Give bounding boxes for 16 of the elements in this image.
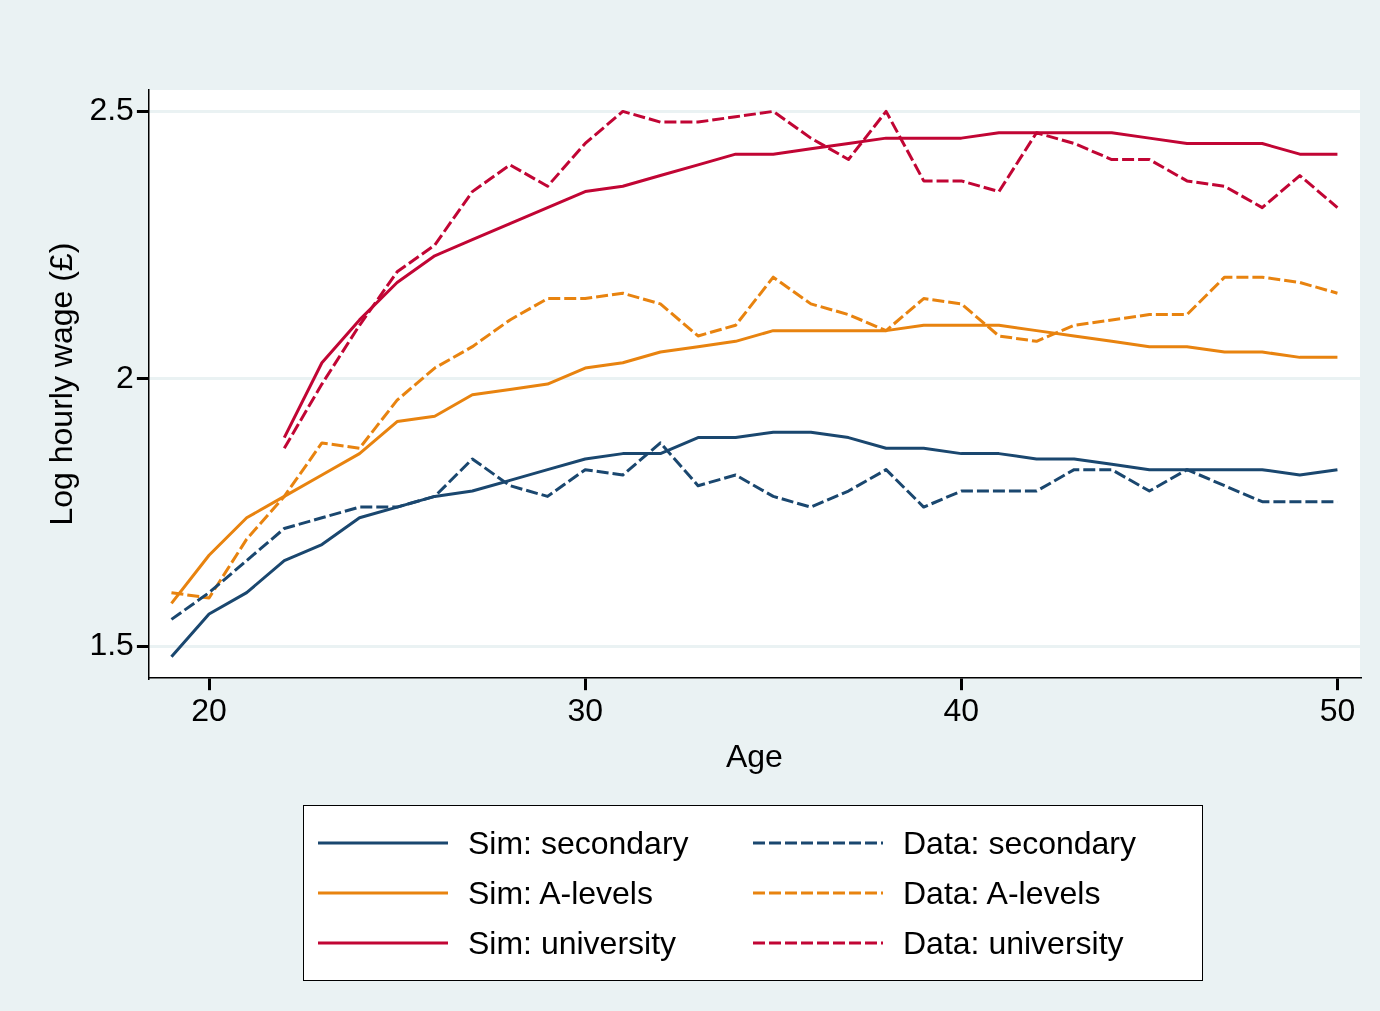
legend-label: Sim: secondary (468, 824, 689, 862)
y-tick-label: 1.5 (89, 625, 134, 662)
x-axis-title: Age (725, 737, 783, 774)
x-tick-label: 40 (943, 692, 980, 729)
legend-label: Data: secondary (903, 824, 1137, 862)
y-tick-label: 2 (116, 358, 134, 395)
y-axis-title: Log hourly wage (£) (43, 242, 80, 526)
x-tick-label: 50 (1319, 692, 1356, 729)
legend-label: Data: university (903, 924, 1124, 962)
y-tick-label: 2.5 (89, 91, 134, 128)
line-series (169, 275, 1339, 600)
x-tick-label: 30 (567, 692, 603, 729)
legend-label: Sim: A-levels (468, 874, 653, 912)
x-tick-label: 20 (191, 692, 227, 729)
legend-label: Sim: university (468, 924, 677, 962)
legend-label: Data: A-levels (903, 874, 1101, 912)
